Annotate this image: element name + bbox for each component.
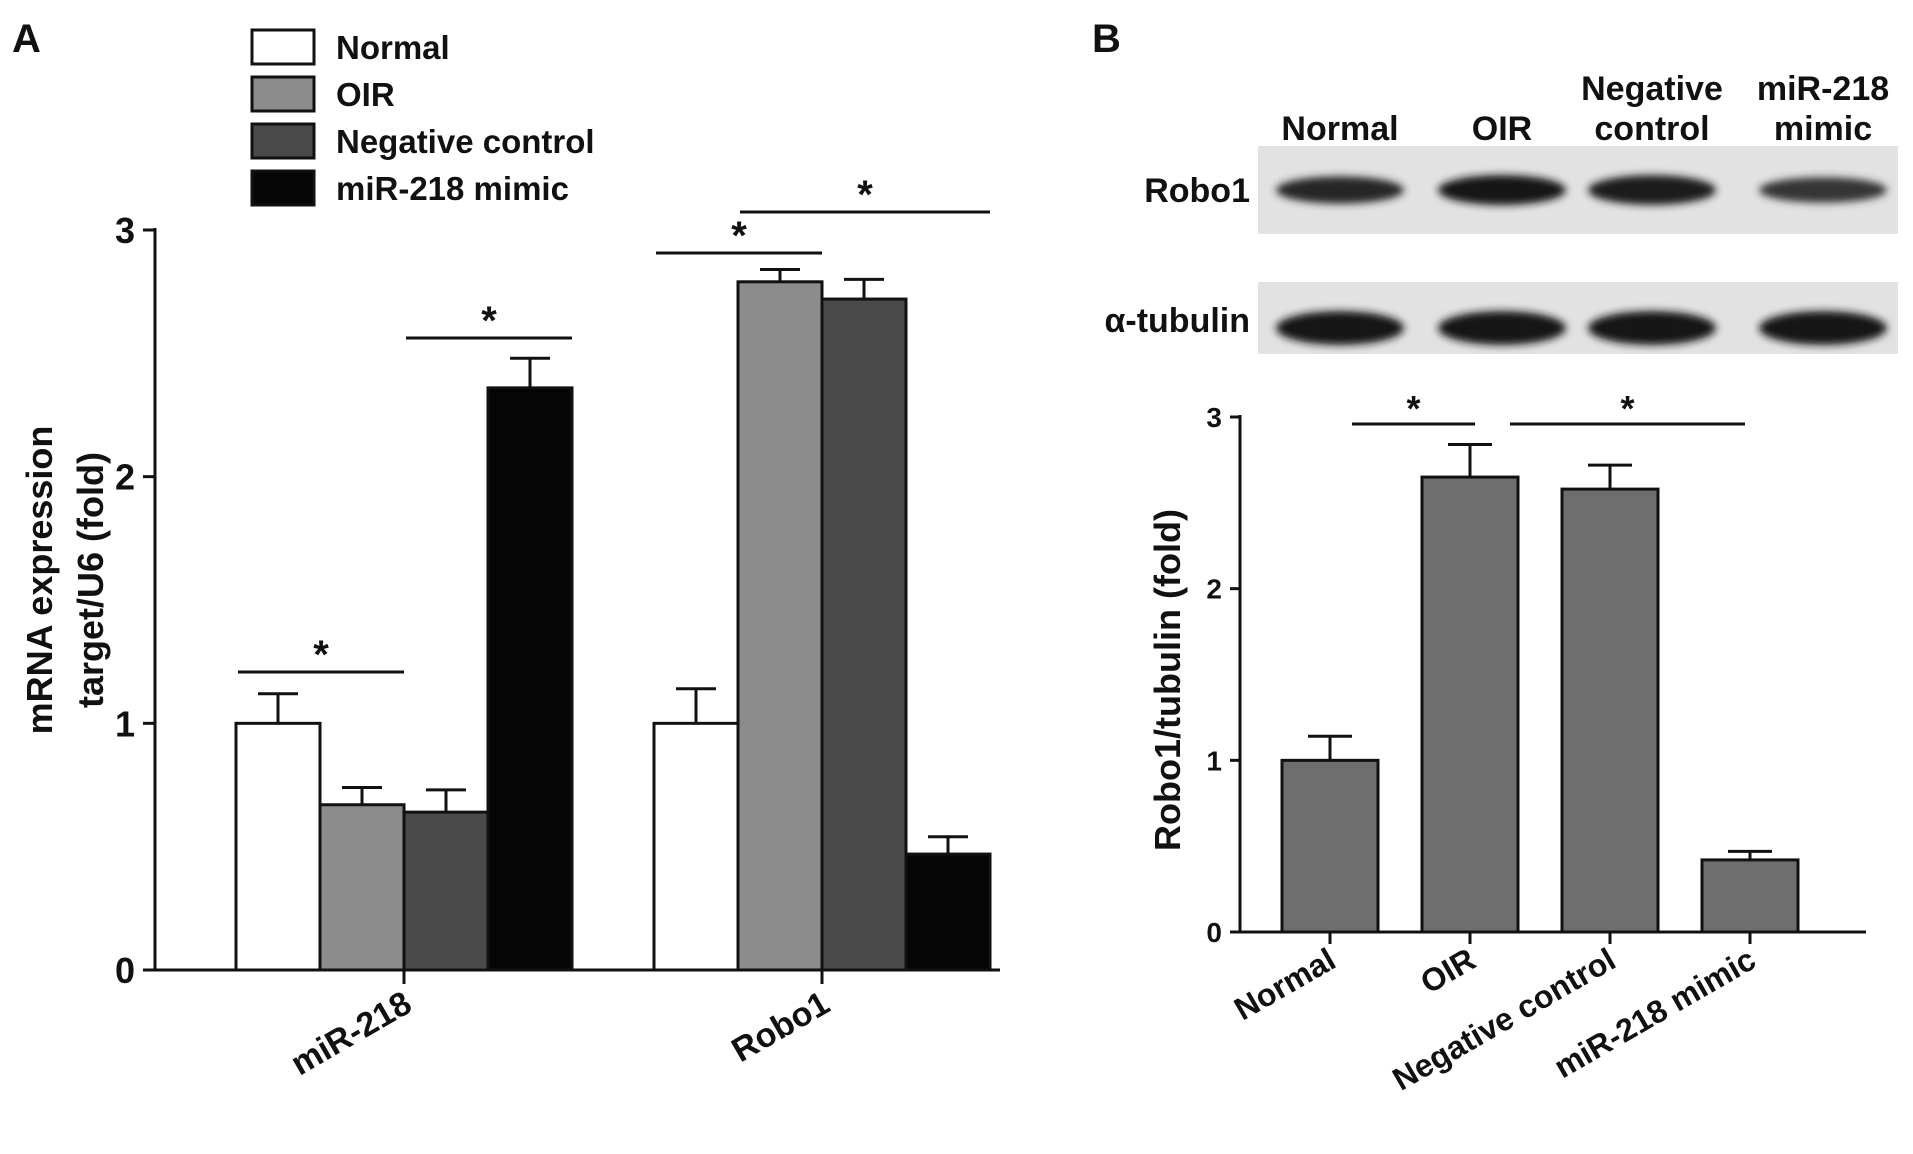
legend-swatch-3	[250, 169, 316, 207]
legend-swatch-1	[250, 75, 316, 113]
x-tick-label-b-0: Normal	[1228, 941, 1341, 1027]
significance-star-2: *	[731, 214, 747, 258]
bar-mir-218-3	[486, 386, 574, 972]
bar-mir-218-0	[234, 721, 322, 972]
y-tick-label-b-2: 2	[1206, 574, 1222, 605]
blot-band-1-1	[1438, 311, 1566, 345]
y-tick-label-0: 0	[115, 950, 135, 991]
blot-lane-label-3-1: mimic	[1774, 110, 1872, 148]
x-tick-label-0: miR-218	[284, 984, 418, 1083]
legend-label-3: miR-218 mimic	[336, 170, 569, 207]
blot-lane-label-2-0: Negative	[1581, 70, 1723, 108]
bar-b-1	[1420, 475, 1520, 934]
y-tick-label-b-1: 1	[1206, 745, 1222, 776]
bar-mir-218-2	[402, 810, 490, 972]
legend-swatch-0	[250, 28, 316, 66]
panel-a-label: A	[12, 17, 41, 61]
legend-label-2: Negative control	[336, 123, 595, 160]
significance-star-0: *	[313, 633, 329, 677]
y-axis-label-2: target/U6 (fold)	[70, 452, 111, 708]
bar-b-3	[1700, 858, 1800, 934]
blot-band-0-2	[1588, 175, 1716, 205]
significance-star-b-1: *	[1620, 388, 1634, 429]
bar-robo1-3	[904, 852, 992, 972]
bar-b-0	[1280, 758, 1380, 934]
panel-a: A Normal OIR Negative control miR-218 mimic…	[12, 17, 1000, 1083]
bar-b-2	[1560, 487, 1660, 934]
significance-star-b-0: *	[1406, 388, 1420, 429]
bar-robo1-1	[736, 280, 824, 972]
blot-band-0-0	[1276, 176, 1404, 204]
y-tick-label-b-0: 0	[1206, 917, 1222, 948]
blot-lane-label-3-0: miR-218	[1757, 70, 1889, 108]
x-tick-label-1: Robo1	[725, 984, 836, 1070]
bar-robo1-2	[820, 297, 908, 972]
x-tick-label-b-1: OIR	[1414, 941, 1481, 1001]
y-tick-label-1: 1	[115, 703, 135, 744]
legend-swatch-2	[250, 122, 316, 160]
y-axis-label: mRNA expression	[19, 426, 60, 735]
legend-label-1: OIR	[336, 76, 395, 113]
blot-lane-label-1-0: OIR	[1472, 110, 1532, 148]
blot-row-label-0: Robo1	[1144, 172, 1250, 210]
significance-star-1: *	[481, 299, 497, 343]
blot-band-0-3	[1759, 177, 1887, 203]
significance-star-3: *	[857, 173, 873, 217]
legend-label-0: Normal	[336, 29, 450, 66]
blot-band-1-3	[1759, 311, 1887, 345]
panel-b-label: B	[1092, 17, 1121, 61]
blot-band-1-0	[1276, 311, 1404, 345]
bar-robo1-0	[652, 721, 740, 972]
bar-mir-218-1	[318, 803, 406, 972]
blot-band-0-1	[1438, 175, 1566, 205]
y-tick-label-3: 3	[115, 210, 135, 251]
blot-row-label-1: α-tubulin	[1104, 302, 1250, 340]
y-axis-label-b: Robo1/tubulin (fold)	[1147, 509, 1188, 851]
y-tick-label-2: 2	[115, 457, 135, 498]
y-tick-label-b-3: 3	[1206, 402, 1222, 433]
blot-band-1-2	[1588, 311, 1716, 345]
blot-lane-label-0-0: Normal	[1281, 110, 1398, 148]
blot-lane-label-2-1: control	[1594, 110, 1709, 148]
